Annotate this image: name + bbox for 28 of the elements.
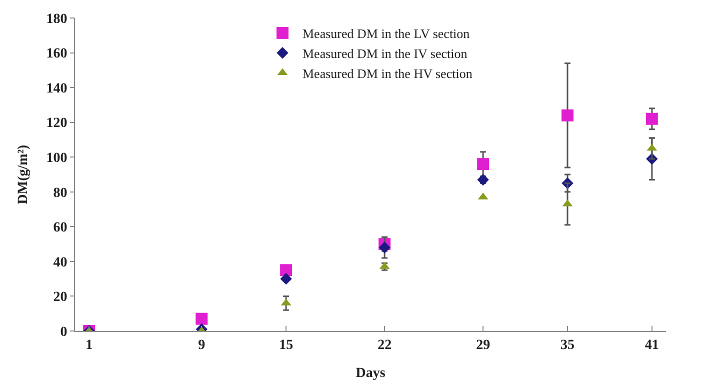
legend-label: Measured DM in the IV section bbox=[302, 46, 468, 61]
y-tick-label: 100 bbox=[46, 151, 68, 166]
x-tick-label: 35 bbox=[560, 338, 574, 353]
x-tick-label: 9 bbox=[198, 338, 206, 353]
y-tick-label: 0 bbox=[60, 324, 68, 340]
point bbox=[646, 112, 658, 125]
point bbox=[280, 264, 292, 276]
point bbox=[562, 109, 574, 122]
y-tick-label: 160 bbox=[46, 46, 68, 62]
x-tick-label: 29 bbox=[476, 338, 490, 353]
x-tick-label: 1 bbox=[86, 338, 93, 353]
y-tick-label: 60 bbox=[53, 220, 68, 236]
y-axis-title: DM(g/m²) bbox=[16, 144, 31, 204]
legend-label: Measured DM in the HV section bbox=[302, 66, 473, 81]
y-tick-label: 140 bbox=[46, 81, 68, 96]
y-tick-label: 20 bbox=[53, 290, 68, 306]
y-tick-label: 40 bbox=[53, 255, 68, 270]
y-tick-label: 80 bbox=[53, 186, 68, 201]
x-axis-title: Days bbox=[356, 366, 386, 382]
point bbox=[378, 242, 390, 254]
legend-label: Measured DM in the LV section bbox=[302, 26, 470, 42]
point bbox=[280, 272, 292, 285]
y-tick-label: 120 bbox=[46, 116, 68, 132]
y-tick-label: 180 bbox=[46, 12, 68, 27]
x-tick-label: 22 bbox=[378, 338, 392, 353]
x-tick-label: 15 bbox=[279, 338, 294, 353]
point bbox=[477, 158, 490, 170]
x-tick-label: 41 bbox=[644, 338, 659, 353]
